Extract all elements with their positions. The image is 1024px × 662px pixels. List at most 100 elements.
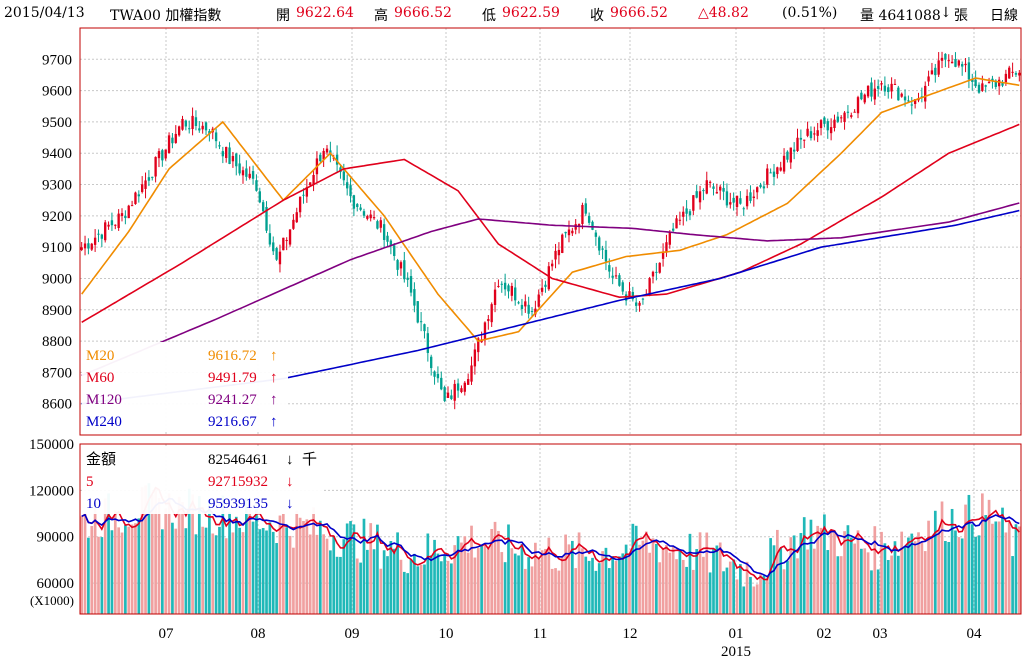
legend-arrow: ↑	[270, 392, 278, 408]
legend-arrow: ↑	[270, 348, 278, 364]
candle-body	[651, 271, 655, 277]
volume-bar	[352, 524, 356, 614]
candle-body	[540, 287, 544, 292]
candle-body	[322, 150, 325, 160]
candle-body	[752, 196, 755, 198]
legend-arrow: ↓	[286, 474, 294, 490]
candle-body	[177, 126, 181, 136]
candle-body	[779, 167, 782, 171]
candle-body	[796, 137, 799, 152]
candle-body	[987, 81, 991, 84]
volume-bar	[473, 557, 477, 614]
candle-body	[534, 308, 537, 315]
candle-body	[836, 116, 840, 122]
volume-bar	[641, 540, 645, 614]
price-tick-label: 8700	[42, 365, 72, 381]
volume-bar	[292, 547, 295, 614]
volume-bar	[355, 558, 359, 614]
change-value: △48.82	[698, 5, 749, 21]
candle-body	[393, 245, 396, 256]
panel-frames	[79, 27, 1022, 615]
volume-bar	[446, 560, 450, 614]
volume-bar	[910, 533, 914, 614]
volume-bar	[638, 544, 641, 614]
ma-line-m20	[81, 77, 1020, 342]
volume-bar	[261, 527, 265, 614]
candle-body	[954, 59, 957, 67]
candle-body	[510, 285, 514, 296]
volume-panel-frame	[79, 443, 1022, 615]
volume-bar	[248, 509, 252, 614]
volume-bar	[124, 525, 127, 614]
volume-bar	[201, 526, 205, 614]
candle-body	[806, 128, 809, 136]
close-value: 9666.52	[610, 5, 668, 21]
volume-bar	[883, 543, 887, 614]
candle-body	[258, 191, 261, 203]
volume-bar	[984, 515, 988, 614]
candle-body	[248, 173, 251, 178]
volume-bar	[540, 550, 544, 614]
volume-bar	[876, 569, 880, 614]
candle-body	[742, 208, 745, 210]
volume-bar	[732, 559, 736, 614]
legend-value: 9216.67	[208, 414, 257, 430]
volume-bar	[725, 567, 729, 614]
volume-unit: 張	[954, 8, 968, 24]
volume-bar	[658, 562, 662, 614]
volume-bar	[234, 516, 238, 614]
candle-body	[685, 208, 688, 214]
volume-bar	[836, 556, 840, 614]
month-tick-label: 08	[251, 626, 266, 642]
candle-body	[497, 285, 500, 287]
candle-body	[964, 63, 967, 66]
volume-bar	[695, 549, 699, 614]
volume-bar	[305, 519, 309, 614]
volume-bar	[450, 563, 453, 614]
volume-bar	[255, 509, 258, 614]
volume-bar	[970, 524, 974, 614]
candle-body	[446, 392, 450, 398]
price-tick-label: 9600	[42, 84, 72, 100]
period-label[interactable]: 日線	[990, 8, 1018, 24]
candle-body	[493, 289, 497, 305]
volume-bar	[497, 530, 500, 614]
volume-bar	[567, 544, 571, 614]
candle-body	[238, 163, 241, 174]
volume-bar	[265, 530, 268, 614]
volume-bar	[382, 550, 386, 614]
volume-bar	[866, 552, 870, 614]
candle-body	[648, 278, 651, 294]
volume-bar	[776, 529, 779, 614]
volume-tick-label: 120000	[29, 483, 74, 499]
volume-bar	[278, 515, 282, 614]
volume-bar	[416, 566, 420, 614]
candle-body	[567, 229, 571, 236]
volume-bar	[997, 521, 1001, 614]
candle-body	[826, 121, 829, 131]
volume-bar	[624, 544, 628, 614]
candle-body	[490, 304, 493, 323]
candle-body	[897, 87, 900, 101]
price-tick-label: 8600	[42, 397, 72, 413]
volume-bar	[187, 488, 191, 614]
candle-body	[698, 191, 702, 203]
candle-body	[406, 277, 409, 280]
volume-bar	[402, 571, 406, 614]
candle-body	[134, 192, 137, 205]
candle-body	[739, 198, 742, 204]
candle-body	[725, 191, 729, 206]
volume-bar	[712, 548, 715, 614]
candle-body	[840, 117, 843, 119]
change-percent: (0.51%)	[782, 5, 838, 21]
candle-body	[140, 184, 144, 192]
volume-bar	[160, 529, 164, 614]
candle-body	[500, 283, 503, 285]
candle-body	[181, 118, 184, 130]
candle-body	[272, 242, 275, 252]
volume-bar	[937, 529, 941, 614]
volume-bar	[665, 545, 668, 614]
volume-bar	[218, 526, 221, 614]
candle-body	[604, 249, 608, 262]
candle-body	[856, 97, 860, 114]
